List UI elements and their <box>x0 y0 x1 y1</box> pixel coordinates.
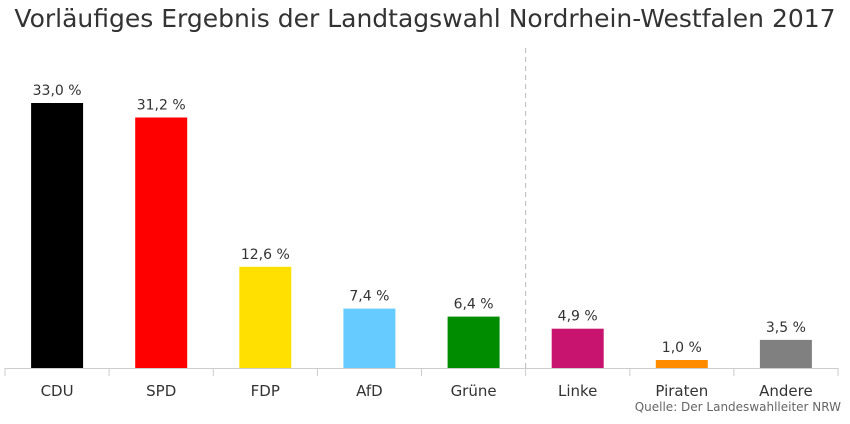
source-note: Quelle: Der Landeswahlleiter NRW <box>634 400 841 414</box>
bar-linke <box>551 328 604 368</box>
data-label-gr-ne: 6,4 % <box>454 297 494 313</box>
data-label-afd: 7,4 % <box>349 289 389 305</box>
x-axis: CDU SPD FDP AfD Grüne Linke Piraten Andere <box>4 48 839 400</box>
data-label-andere: 3,5 % <box>766 320 806 336</box>
bar-gr-ne <box>447 316 500 368</box>
data-label-piraten: 1,0 % <box>662 340 702 356</box>
tick-label-cdu: CDU <box>41 382 74 400</box>
bar-cdu <box>31 103 84 368</box>
data-label-linke: 4,9 % <box>558 309 598 325</box>
data-label-cdu: 33,0 % <box>33 83 82 99</box>
data-labels-layer: 33,0 % 31,2 % 12,6 % 7,4 % 6,4 % 4,9 % 1,0 % 3,… <box>33 83 806 356</box>
bars-layer <box>31 103 812 368</box>
tick-label-piraten: Piraten <box>655 382 708 400</box>
data-label-fdp: 12,6 % <box>241 247 290 263</box>
bar-afd <box>343 308 396 368</box>
chart-title: Vorläufiges Ergebnis der Landtagswahl No… <box>14 4 836 33</box>
tick-label-gr-ne: Grüne <box>451 382 497 400</box>
bar-spd <box>135 117 188 368</box>
bar-andere <box>759 339 812 368</box>
tick-label-linke: Linke <box>558 382 597 400</box>
tick-label-fdp: FDP <box>251 382 280 400</box>
tick-label-afd: AfD <box>356 382 383 400</box>
tick-label-andere: Andere <box>759 382 813 400</box>
data-label-spd: 31,2 % <box>137 98 186 114</box>
tick-label-spd: SPD <box>146 382 176 400</box>
bar-fdp <box>239 266 292 368</box>
bar-piraten <box>655 360 708 368</box>
